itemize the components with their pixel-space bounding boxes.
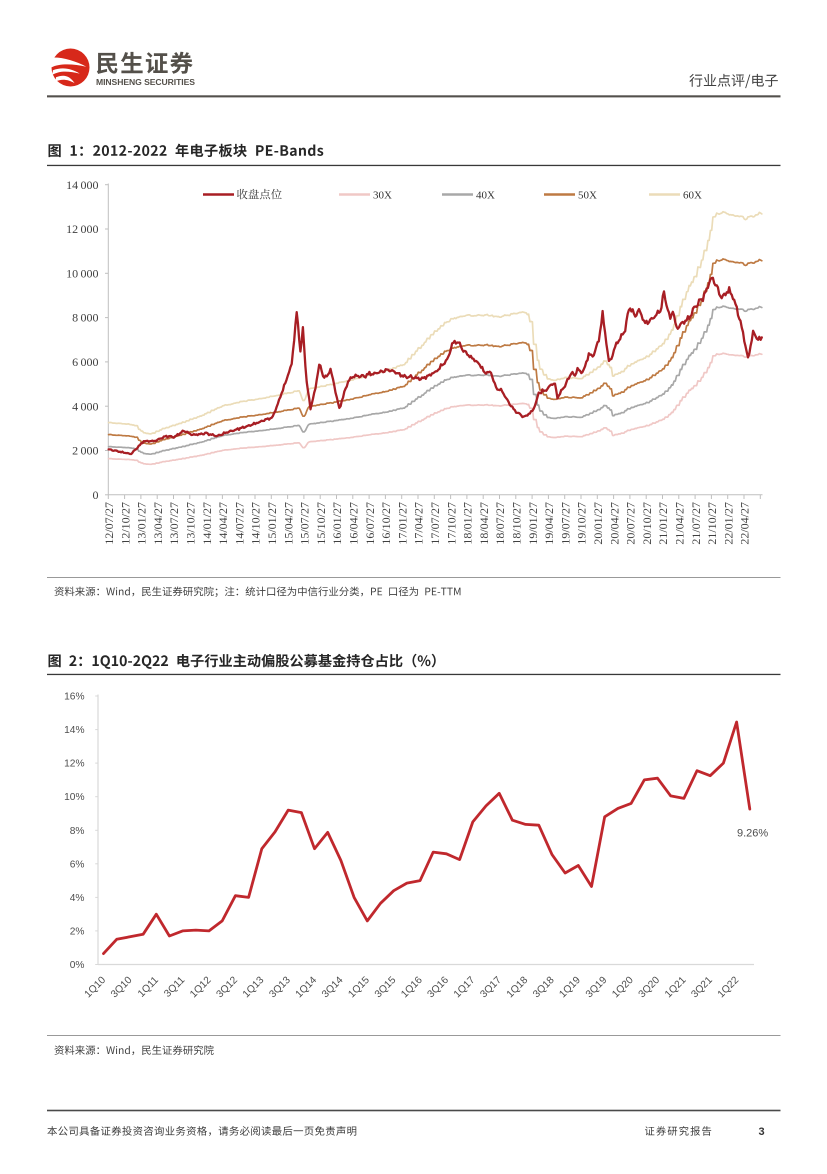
- svg-text:MINSHENG SECURITIES: MINSHENG SECURITIES: [96, 77, 195, 87]
- svg-text:20/10/27: 20/10/27: [640, 502, 654, 545]
- svg-text:19/07/27: 19/07/27: [558, 502, 572, 545]
- svg-text:14/04/27: 14/04/27: [216, 502, 230, 545]
- svg-text:20/04/27: 20/04/27: [607, 502, 621, 545]
- svg-text:4%: 4%: [70, 893, 85, 904]
- svg-text:14/01/27: 14/01/27: [200, 502, 214, 545]
- svg-text:15/07/27: 15/07/27: [298, 502, 312, 545]
- svg-text:60X: 60X: [683, 190, 702, 202]
- svg-text:21/04/27: 21/04/27: [673, 502, 687, 545]
- svg-text:21/07/27: 21/07/27: [689, 502, 703, 545]
- svg-text:13/07/27: 13/07/27: [167, 502, 181, 545]
- svg-text:8%: 8%: [70, 826, 85, 837]
- svg-text:17/07/27: 17/07/27: [428, 502, 442, 545]
- svg-text:9.26%: 9.26%: [737, 828, 768, 840]
- svg-text:16%: 16%: [64, 692, 84, 703]
- svg-text:12/10/27: 12/10/27: [118, 502, 132, 545]
- svg-text:14/10/27: 14/10/27: [249, 502, 263, 545]
- svg-text:16/10/27: 16/10/27: [379, 502, 393, 545]
- svg-text:19/01/27: 19/01/27: [526, 502, 540, 545]
- svg-text:18/07/27: 18/07/27: [493, 502, 507, 545]
- svg-text:16/07/27: 16/07/27: [363, 502, 377, 545]
- svg-text:13/04/27: 13/04/27: [151, 502, 165, 545]
- svg-text:8 000: 8 000: [72, 311, 98, 325]
- svg-text:14%: 14%: [64, 725, 84, 736]
- svg-text:15/04/27: 15/04/27: [281, 502, 295, 545]
- svg-text:2%: 2%: [70, 926, 85, 937]
- svg-text:19/04/27: 19/04/27: [542, 502, 556, 545]
- svg-text:14 000: 14 000: [66, 178, 98, 192]
- svg-text:2 000: 2 000: [72, 444, 98, 458]
- svg-text:17/10/27: 17/10/27: [444, 502, 458, 545]
- svg-text:14/07/27: 14/07/27: [232, 502, 246, 545]
- svg-text:10 000: 10 000: [66, 266, 98, 280]
- svg-text:21/10/27: 21/10/27: [705, 502, 719, 545]
- svg-text:4 000: 4 000: [72, 399, 98, 413]
- svg-text:18/04/27: 18/04/27: [477, 502, 491, 545]
- svg-text:13/01/27: 13/01/27: [135, 502, 149, 545]
- svg-text:40X: 40X: [476, 190, 495, 202]
- svg-text:30X: 30X: [373, 190, 392, 202]
- svg-text:15/01/27: 15/01/27: [265, 502, 279, 545]
- svg-text:6%: 6%: [70, 859, 85, 870]
- svg-text:22/04/27: 22/04/27: [738, 502, 752, 545]
- svg-text:18/01/27: 18/01/27: [461, 502, 475, 545]
- svg-text:50X: 50X: [578, 190, 597, 202]
- svg-text:18/10/27: 18/10/27: [510, 502, 524, 545]
- svg-text:10%: 10%: [64, 792, 84, 803]
- svg-text:3: 3: [759, 1126, 765, 1138]
- svg-text:12%: 12%: [64, 759, 84, 770]
- svg-text:12/07/27: 12/07/27: [102, 502, 116, 545]
- svg-text:6 000: 6 000: [72, 355, 98, 369]
- svg-text:21/01/27: 21/01/27: [656, 502, 670, 545]
- svg-text:22/01/27: 22/01/27: [721, 502, 735, 545]
- svg-text:0: 0: [93, 488, 99, 502]
- svg-text:13/10/27: 13/10/27: [184, 502, 198, 545]
- svg-text:15/10/27: 15/10/27: [314, 502, 328, 545]
- svg-text:20/07/27: 20/07/27: [624, 502, 638, 545]
- svg-text:16/04/27: 16/04/27: [347, 502, 361, 545]
- svg-text:16/01/27: 16/01/27: [330, 502, 344, 545]
- svg-text:19/10/27: 19/10/27: [575, 502, 589, 545]
- svg-text:17/01/27: 17/01/27: [395, 502, 409, 545]
- svg-text:12 000: 12 000: [66, 222, 98, 236]
- svg-text:17/04/27: 17/04/27: [412, 502, 426, 545]
- svg-text:0%: 0%: [70, 960, 85, 971]
- svg-text:20/01/27: 20/01/27: [591, 502, 605, 545]
